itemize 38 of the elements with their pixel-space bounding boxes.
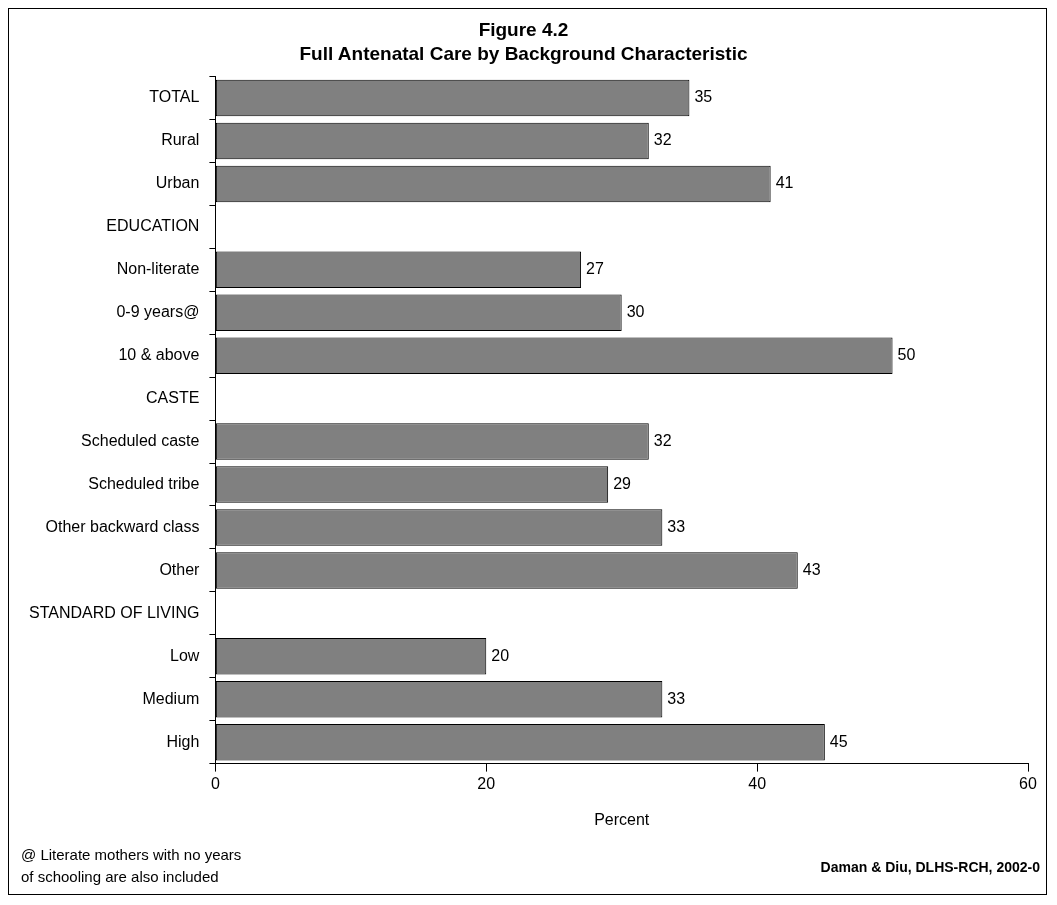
text: @ Literate mothers with no years of schooling are also included (21, 846, 242, 885)
y-tick-label: Other backward class (45, 517, 200, 535)
y-tick-label: High (166, 732, 200, 750)
data-label: 33 (667, 517, 686, 535)
y-tick-label: Low (170, 646, 200, 664)
data-label: 32 (653, 431, 672, 449)
data-label: 29 (613, 474, 632, 492)
data-label: 27 (586, 260, 604, 278)
x-axis-title: Percent (594, 810, 650, 828)
y-tick-label: 0-9 years@ (116, 303, 200, 321)
data-label: 30 (626, 303, 645, 321)
y-tick-label: CASTE (146, 389, 200, 407)
y-tick-label: Medium (142, 689, 200, 707)
x-tick-label: 40 (748, 774, 767, 792)
data-label: 45 (829, 732, 848, 750)
data-label: 43 (802, 560, 821, 578)
y-tick-label: STANDARD OF LIVING (29, 603, 200, 621)
chart-title: Figure 4.2 (478, 18, 569, 40)
data-label: 50 (897, 346, 916, 364)
y-tick-label: Other (159, 560, 201, 578)
data-label: 20 (491, 646, 510, 664)
y-tick-label: 10 & above (118, 346, 200, 364)
y-tick-label: TOTAL (149, 88, 200, 106)
x-tick-label: 20 (477, 774, 496, 792)
y-tick-label: Urban (155, 174, 200, 192)
y-tick-label: Scheduled caste (81, 431, 200, 449)
y-tick-label: Non-literate (116, 260, 200, 278)
data-label: 41 (775, 174, 794, 192)
x-tick-label: 60 (1019, 774, 1037, 792)
y-tick-label: Rural (161, 131, 200, 149)
data-label: 35 (694, 88, 713, 106)
x-tick-label: 0 (210, 774, 220, 792)
text: Daman & Diu, DLHS-RCH, 2002-0 (820, 859, 1041, 875)
chart-subtitle: Full Antenatal Care by Background Characteristic (299, 43, 748, 65)
y-tick-label: EDUCATION (106, 217, 200, 235)
data-label: 32 (653, 131, 672, 149)
data-label: 33 (667, 689, 686, 707)
y-tick-label: Scheduled tribe (88, 474, 200, 492)
